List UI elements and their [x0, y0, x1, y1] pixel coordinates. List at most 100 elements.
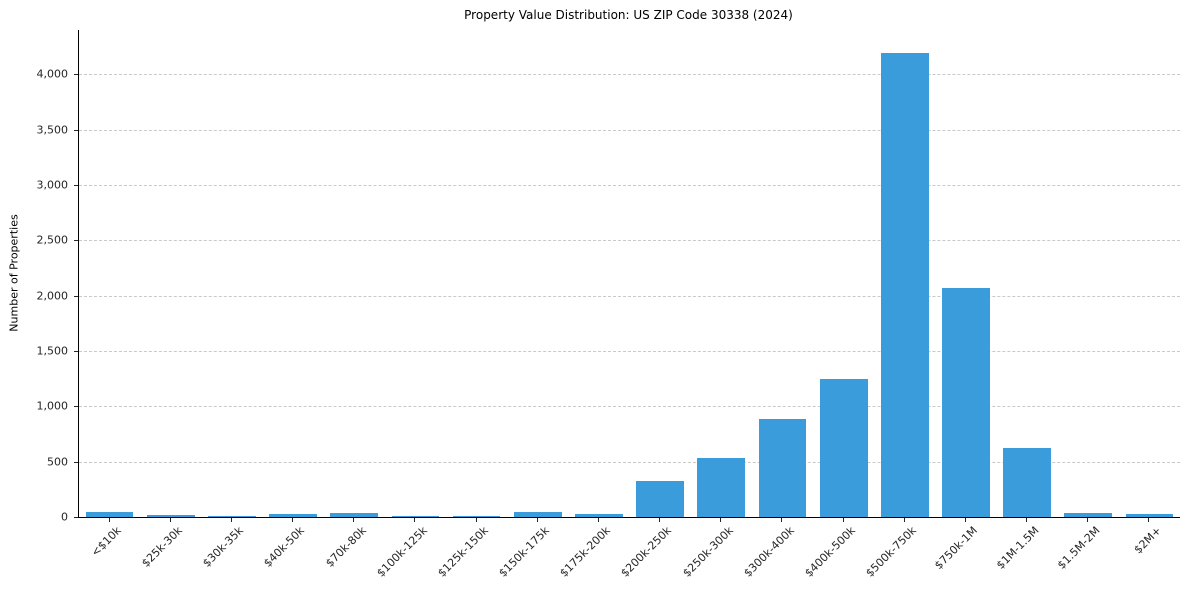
y-tick-label: 1,500 [36, 344, 69, 358]
x-tick-label: $300k-400k [740, 524, 797, 580]
y-tick-label: 1,000 [36, 399, 69, 413]
x-tick-mark [964, 518, 966, 522]
bar [208, 516, 256, 517]
x-tick-mark [353, 518, 355, 522]
gridline [79, 295, 1180, 297]
bar-slot [79, 30, 140, 517]
bars-layer [79, 30, 1180, 517]
x-tick-mark [903, 518, 905, 522]
bar-slot [446, 30, 507, 517]
x-tick-label: $1M-1.5M [993, 524, 1042, 572]
x-tick-mark [842, 518, 844, 522]
gridline [79, 74, 1180, 76]
x-tick-mark [1087, 518, 1089, 522]
bar [269, 513, 317, 517]
bar [1003, 448, 1052, 517]
y-tick-mark [74, 517, 78, 518]
x-tick-label: $1.5M-2M [1054, 524, 1103, 572]
bar [85, 512, 134, 517]
y-tick-label: 0 [61, 510, 68, 524]
bar-slot [140, 30, 201, 517]
x-tick-mark [414, 518, 416, 522]
y-tick-label: 2,000 [36, 289, 69, 303]
bar [819, 379, 868, 517]
bar-slot [568, 30, 629, 517]
y-tick-label: 3,000 [36, 178, 69, 192]
bar [880, 53, 929, 517]
bar-slot [997, 30, 1058, 517]
bar [697, 458, 746, 517]
bar [513, 512, 562, 517]
x-tick-label: $70k-80k [322, 524, 369, 570]
bar-slot [874, 30, 935, 517]
x-tick-label: $500k-750k [863, 524, 919, 580]
x-tick-mark [1026, 518, 1028, 522]
bar-slot [813, 30, 874, 517]
bar-slot [1058, 30, 1119, 517]
bar [942, 287, 990, 517]
x-tick-label: $2M+ [1131, 524, 1164, 557]
x-tick-mark [230, 518, 232, 522]
bar-slot [507, 30, 568, 517]
y-tick-label: 4,000 [36, 67, 69, 81]
bar-slot [201, 30, 262, 517]
x-tick-mark [597, 518, 599, 522]
x-tick-mark [1148, 518, 1150, 522]
bar-slot [935, 30, 996, 517]
x-tick-mark [536, 518, 538, 522]
y-tick-mark [74, 184, 78, 186]
bar [146, 514, 195, 517]
x-tick-label: $200k-250k [618, 524, 675, 580]
x-tick-label: $175k-200k [557, 524, 614, 580]
y-tick-mark [74, 240, 78, 242]
gridline [79, 184, 1180, 186]
bar-slot [1119, 30, 1180, 517]
y-tick-label: 500 [47, 455, 68, 469]
y-tick-label: 3,500 [36, 123, 69, 137]
gridline [79, 461, 1180, 463]
y-tick-mark [74, 295, 78, 297]
bar [575, 514, 623, 517]
gridlines-layer [79, 30, 1180, 517]
x-tick-label: $100k-125k [373, 524, 430, 580]
y-tick-mark [74, 461, 78, 463]
bar-slot [385, 30, 446, 517]
y-axis-label: Number of Properties [7, 214, 21, 332]
y-tick-mark [74, 129, 78, 131]
x-tick-mark [169, 518, 171, 522]
y-tick-mark [74, 74, 78, 76]
bar-slot [263, 30, 324, 517]
x-tick-mark [108, 518, 110, 522]
x-tick-label: $125k-150k [435, 524, 491, 580]
bar [758, 419, 807, 517]
x-tick-mark [292, 518, 294, 522]
bar [1064, 513, 1113, 517]
bar-slot [324, 30, 385, 517]
x-tick-mark [781, 518, 783, 522]
x-tick-label: <$10k [88, 524, 124, 560]
x-tick-label: $400k-500k [802, 524, 858, 580]
bar [636, 481, 684, 517]
bar-slot [752, 30, 813, 517]
x-tick-label: $30k-35k [200, 524, 247, 570]
plot-area [78, 30, 1180, 518]
bar [330, 513, 379, 517]
bar [391, 516, 440, 517]
gridline [79, 406, 1180, 408]
bar-slot [691, 30, 752, 517]
bar [1125, 514, 1174, 517]
y-tick-mark [74, 406, 78, 408]
x-tick-mark [659, 518, 661, 522]
x-tick-mark [720, 518, 722, 522]
gridline [79, 240, 1180, 242]
x-tick-mark [475, 518, 477, 522]
x-tick-label: $40k-50k [261, 524, 308, 570]
gridline [79, 350, 1180, 352]
x-tick-label: $150k-175k [496, 524, 552, 580]
gridline [79, 129, 1180, 131]
y-tick-label: 2,500 [36, 233, 69, 247]
x-tick-label: $25k-30k [139, 524, 185, 570]
bar-slot [630, 30, 691, 517]
x-tick-label: $750k-1M [932, 524, 981, 572]
